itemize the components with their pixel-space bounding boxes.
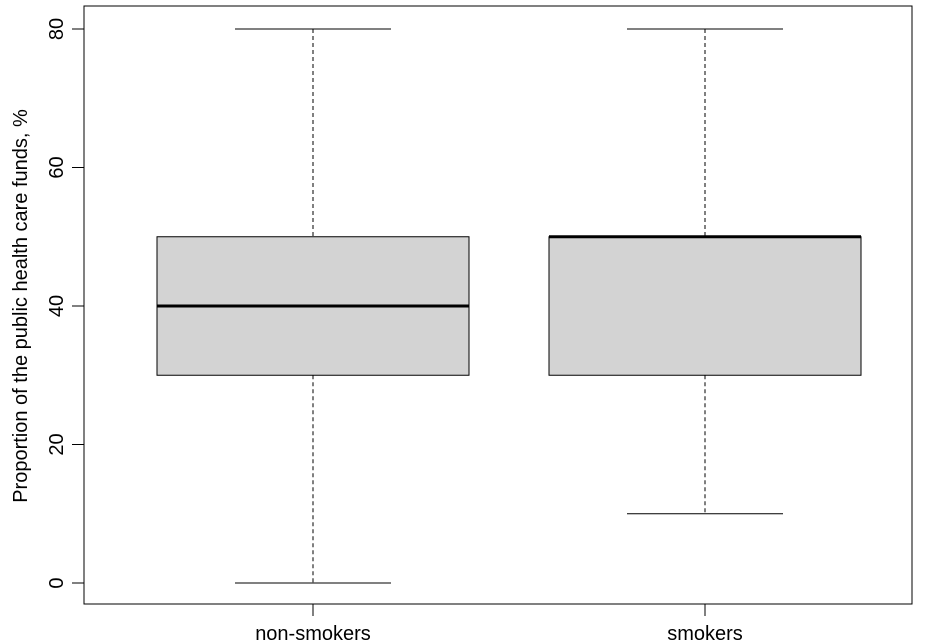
y-tick-label: 20 [46, 433, 68, 455]
y-axis-label: Proportion of the public health care fun… [10, 109, 32, 503]
y-tick-label: 80 [46, 18, 68, 40]
plot-layer [156, 28, 862, 584]
plot-frame [83, 5, 913, 605]
y-tick-label: 60 [46, 156, 68, 178]
y-tick-label: 0 [46, 577, 68, 588]
x-tick-label: smokers [667, 623, 743, 644]
axis-layer: 0 20 40 60 80 non-smokers smokers [46, 5, 913, 644]
y-tick-label: 40 [46, 295, 68, 317]
x-tick-label: non-smokers [255, 623, 371, 644]
iqr-box [548, 236, 862, 376]
